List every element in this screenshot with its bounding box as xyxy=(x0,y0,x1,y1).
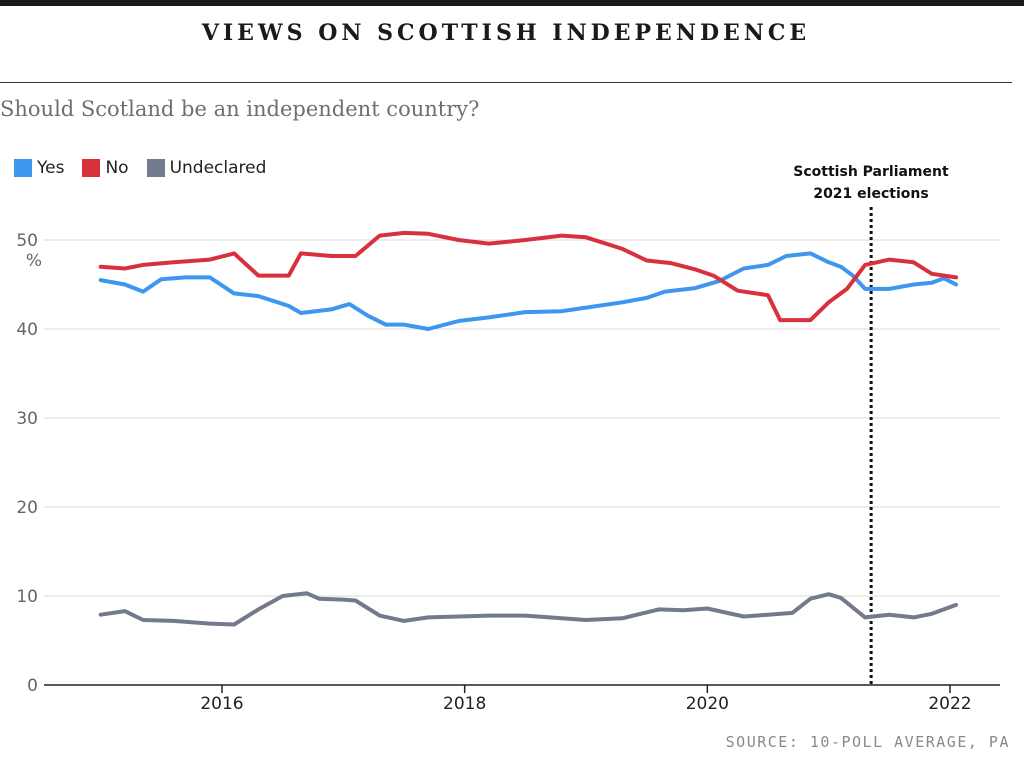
election-annotation: Scottish Parliament 2021 elections xyxy=(780,161,962,205)
x-tick-label: 2022 xyxy=(928,694,971,714)
annotation-line-1: Scottish Parliament xyxy=(793,164,949,180)
annotation-line-2: 2021 elections xyxy=(813,186,929,202)
y-axis-unit: % xyxy=(26,251,42,271)
chart-subtitle: Should Scotland be an independent countr… xyxy=(0,97,480,121)
legend-swatch-yes xyxy=(14,159,32,177)
legend-item-yes: Yes xyxy=(14,158,64,178)
legend-label-undeclared: Undeclared xyxy=(169,158,267,178)
y-tick-label: 0 xyxy=(27,676,38,696)
x-tick-label: 2018 xyxy=(443,694,486,714)
legend-swatch-undeclared xyxy=(146,159,165,177)
source-note: SOURCE: 10-POLL AVERAGE, PA xyxy=(725,733,1010,751)
y-tick-label: 20 xyxy=(16,498,38,518)
legend-item-no: No xyxy=(82,158,129,178)
chart-title: VIEWS ON SCOTTISH INDEPENDENCE xyxy=(201,20,811,46)
y-tick-label: 50 xyxy=(16,231,38,251)
yes-line xyxy=(98,251,959,331)
legend-label-yes: Yes xyxy=(37,158,65,178)
y-tick-label: 30 xyxy=(16,409,38,429)
y-tick-label: 10 xyxy=(16,587,38,607)
title-rule xyxy=(0,82,1012,83)
undeclared-line xyxy=(98,591,959,627)
legend: Yes No Undeclared xyxy=(14,158,274,178)
legend-item-undeclared: Undeclared xyxy=(146,158,267,178)
legend-label-no: No xyxy=(105,158,129,178)
y-tick-label: 40 xyxy=(16,320,38,340)
top-border xyxy=(0,0,1024,6)
x-tick-label: 2020 xyxy=(686,694,729,714)
x-tick-label: 2016 xyxy=(200,694,243,714)
legend-swatch-no xyxy=(82,159,101,177)
no-line xyxy=(98,230,959,323)
